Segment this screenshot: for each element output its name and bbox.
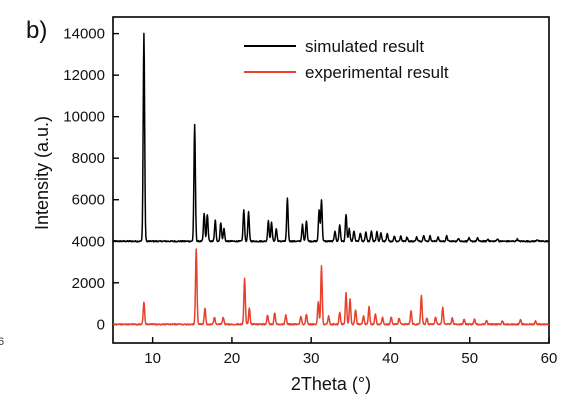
series-layer: [112, 32, 550, 326]
x-tick-label: 40: [382, 350, 399, 367]
y-axis-title: Intensity (a.u.): [32, 116, 52, 230]
y-tick-label: 14000: [63, 26, 105, 43]
x-tick-label: 60: [541, 350, 558, 367]
y-tick-label: 8000: [72, 150, 105, 167]
plot-frame: [112, 16, 550, 344]
x-axis-ticks: 10 20 30 40 50 60: [144, 337, 557, 367]
x-tick-label: 30: [303, 350, 320, 367]
edge-glyph: 6: [0, 336, 4, 348]
simulated-series-line: [112, 32, 550, 243]
y-tick-label: 12000: [63, 67, 105, 84]
y-tick-label: 2000: [72, 275, 105, 292]
experimental-series-line: [112, 248, 550, 326]
y-tick-label: 6000: [72, 192, 105, 209]
y-tick-label: 0: [97, 316, 105, 333]
x-tick-label: 10: [144, 350, 161, 367]
legend-label-simulated: simulated result: [305, 37, 424, 56]
panel-label: b): [26, 17, 47, 44]
y-tick-label: 4000: [72, 233, 105, 250]
legend: simulated result experimental result: [244, 37, 449, 82]
legend-label-experimental: experimental result: [305, 63, 449, 82]
y-tick-label: 10000: [63, 109, 105, 126]
x-tick-label: 20: [224, 350, 241, 367]
y-axis-ticks: 0 2000 4000 6000 8000 10000 12000 14000: [63, 26, 119, 333]
x-axis-title: 2Theta (°): [291, 374, 371, 394]
x-tick-label: 50: [461, 350, 478, 367]
